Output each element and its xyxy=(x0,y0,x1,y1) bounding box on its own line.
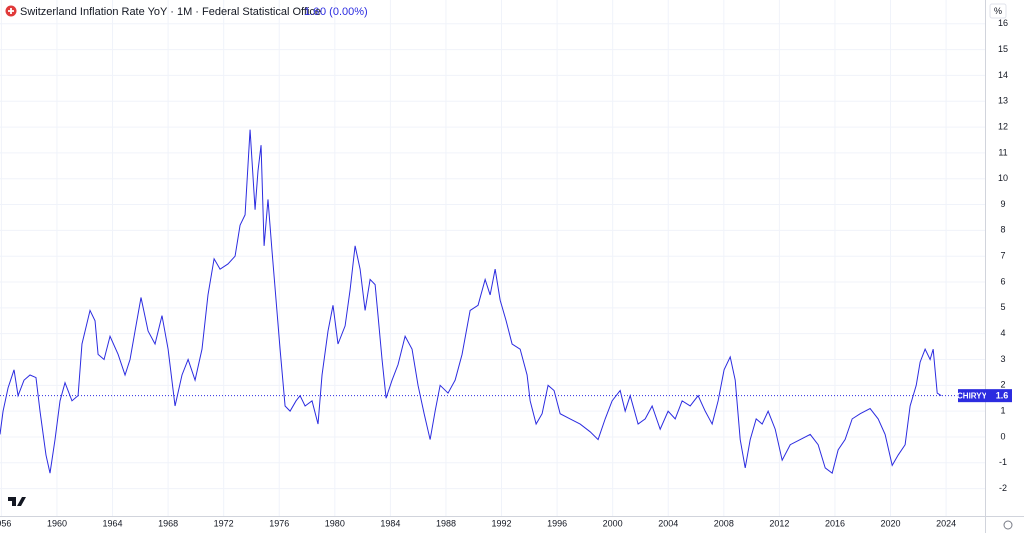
y-tick-label: 5 xyxy=(1000,302,1005,312)
x-tick-label: 2008 xyxy=(714,518,734,528)
tradingview-logo[interactable] xyxy=(8,497,26,506)
y-tick-label: 6 xyxy=(1000,276,1005,286)
y-tick-label: 7 xyxy=(1000,251,1005,261)
x-tick-label: 1956 xyxy=(0,518,11,528)
x-tick-label: 1976 xyxy=(269,518,289,528)
x-tick-label: 1960 xyxy=(47,518,67,528)
unit-label: % xyxy=(994,6,1002,16)
x-tick-label: 1980 xyxy=(325,518,345,528)
x-tick-label: 1992 xyxy=(492,518,512,528)
y-tick-label: 14 xyxy=(998,70,1008,80)
y-tick-label: 3 xyxy=(1000,354,1005,364)
y-tick-label: 2 xyxy=(1000,380,1005,390)
y-tick-label: 9 xyxy=(1000,199,1005,209)
y-tick-label: -2 xyxy=(999,483,1007,493)
price-tag xyxy=(986,389,1012,403)
x-tick-label: 1964 xyxy=(103,518,123,528)
x-tick-label: 1968 xyxy=(158,518,178,528)
grid xyxy=(0,0,985,516)
series-name: CHIRYY xyxy=(957,391,988,400)
chart-title: Switzerland Inflation Rate YoY · 1M · Fe… xyxy=(20,6,321,18)
y-tick-label: 1 xyxy=(1000,406,1005,416)
y-tick-label: 11 xyxy=(998,147,1007,157)
y-tick-label: 10 xyxy=(998,173,1008,183)
x-tick-label: 2024 xyxy=(936,518,956,528)
y-tick-label: 15 xyxy=(998,44,1008,54)
y-tick-label: 0 xyxy=(1000,431,1005,441)
y-tick-label: 16 xyxy=(998,18,1008,28)
y-tick-label: 13 xyxy=(998,96,1008,106)
x-tick-label: 1972 xyxy=(214,518,234,528)
x-tick-label: 1988 xyxy=(436,518,456,528)
plot xyxy=(0,129,985,474)
x-tick-label: 2012 xyxy=(769,518,789,528)
x-tick-label: 2016 xyxy=(825,518,845,528)
price-tag-label: 1.6 xyxy=(996,391,1009,401)
x-tick-label: 2020 xyxy=(881,518,901,528)
last-value: 1.6 xyxy=(304,6,319,18)
series-line xyxy=(0,129,942,474)
x-tick-label: 1984 xyxy=(380,518,400,528)
y-tick-label: 4 xyxy=(1000,328,1005,338)
x-tick-label: 1996 xyxy=(547,518,567,528)
series-name-tag xyxy=(958,389,986,403)
logo-shape xyxy=(8,497,26,506)
x-tick-label: 2004 xyxy=(658,518,678,528)
flag-cross xyxy=(8,8,14,14)
x-tick-label: 2000 xyxy=(603,518,623,528)
y-tick-label: 12 xyxy=(998,121,1008,131)
y-tick-label: -1 xyxy=(999,457,1007,467)
settings-icon[interactable] xyxy=(1003,520,1013,530)
change: 0 (0.00%) xyxy=(320,6,368,18)
y-tick-label: 8 xyxy=(1000,225,1005,235)
unit-box[interactable] xyxy=(989,3,1007,19)
